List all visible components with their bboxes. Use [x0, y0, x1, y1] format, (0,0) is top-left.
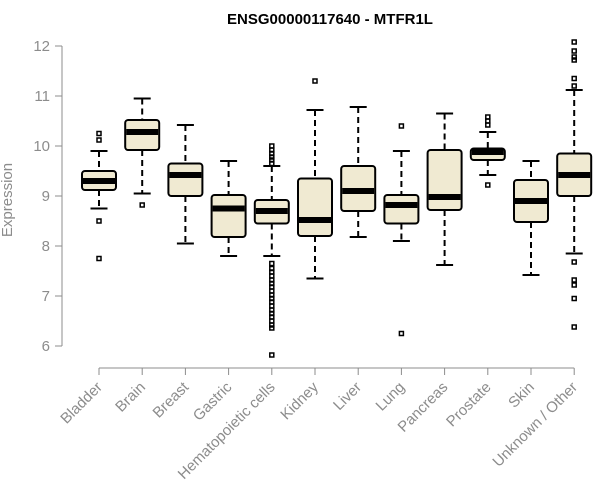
- box-series-gastric: [210, 160, 247, 257]
- box-group: [81, 39, 593, 358]
- box-series-lung: [383, 123, 420, 337]
- box: [297, 177, 333, 237]
- x-tick-label: Skin: [505, 379, 538, 412]
- y-tick-label: 11: [34, 88, 50, 105]
- outlier-point: [485, 182, 491, 188]
- box-series-skin: [513, 160, 549, 276]
- x-tick-label: Bladder: [57, 379, 106, 428]
- outlier-point: [269, 154, 275, 160]
- outlier-point: [571, 54, 577, 60]
- outlier-point: [269, 352, 275, 358]
- box-series-breast: [167, 124, 204, 245]
- box-series-unknown-other: [556, 39, 593, 330]
- box-series-prostate: [469, 114, 506, 188]
- box-series-liver: [340, 106, 377, 238]
- box-series-pancreas: [426, 112, 463, 266]
- outlier-point: [96, 255, 102, 262]
- box: [383, 194, 420, 225]
- outlier-point: [312, 78, 318, 84]
- outlier-point: [571, 39, 577, 45]
- chart-title: ENSG00000117640 - MTFR1L: [227, 11, 433, 28]
- box: [167, 162, 204, 197]
- outlier-point: [571, 57, 577, 63]
- y-tick-label: 7: [42, 288, 50, 305]
- y-tick-label: 9: [42, 188, 50, 205]
- outlier-point: [571, 259, 577, 265]
- outlier-point: [571, 295, 577, 302]
- y-axis: 6 7 8 9 10 11 12: [33, 38, 63, 355]
- outlier-point: [571, 83, 577, 89]
- outlier-point: [571, 282, 577, 288]
- outlier-point: [96, 130, 102, 137]
- x-tick-label: Breast: [150, 378, 193, 421]
- x-tick-label: Lung: [373, 379, 409, 415]
- outlier-point: [571, 324, 577, 330]
- outlier-point: [96, 137, 102, 143]
- box-series-brain: [124, 97, 161, 208]
- y-axis-label: Expression: [0, 163, 16, 237]
- outlier-point: [139, 202, 145, 208]
- y-tick-label: 12: [33, 38, 50, 55]
- x-tick-label: Brain: [112, 379, 149, 416]
- y-tick-label: 10: [33, 138, 50, 155]
- y-tick-label: 6: [42, 338, 50, 355]
- outlier-point: [96, 218, 102, 224]
- box-series-bladder: [81, 130, 117, 262]
- outlier-point: [398, 123, 405, 129]
- outlier-point: [398, 330, 405, 337]
- y-tick-label: 8: [42, 238, 50, 255]
- box: [426, 149, 463, 211]
- x-tick-label: Prostate: [443, 379, 495, 431]
- outlier-point: [269, 325, 275, 331]
- outlier-point: [571, 75, 577, 82]
- outlier-point: [269, 322, 275, 328]
- box-series-kidney: [297, 78, 333, 280]
- box-series-hematopoietic-cells: [253, 143, 290, 358]
- outlier-point: [269, 160, 275, 167]
- outlier-point: [269, 260, 275, 267]
- x-tick-label: Liver: [330, 379, 365, 414]
- x-tick-label: Kidney: [277, 378, 322, 423]
- box: [210, 194, 247, 238]
- outlier-point: [571, 277, 577, 283]
- outlier-point: [485, 122, 491, 128]
- outlier-point: [571, 48, 577, 54]
